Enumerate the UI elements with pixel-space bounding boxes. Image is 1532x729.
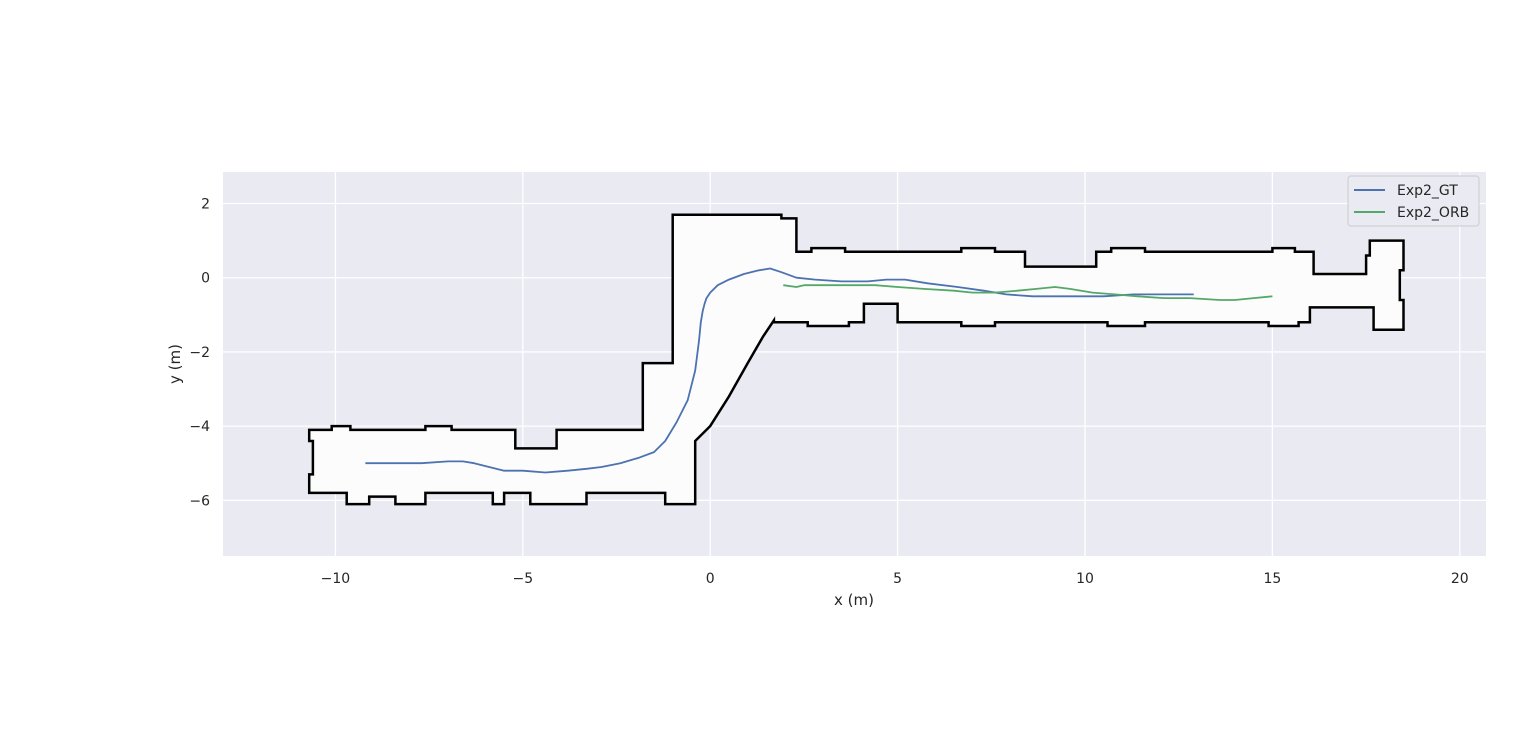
y-tick-label: −2	[189, 345, 210, 361]
map-layer	[307, 213, 1405, 506]
x-tick-label: 15	[1263, 571, 1281, 587]
x-tick-label: −10	[321, 571, 351, 587]
y-tick-label: −4	[189, 419, 210, 435]
y-axis-label: y (m)	[166, 344, 184, 384]
legend-label-orb: Exp2_ORB	[1397, 205, 1469, 221]
x-tick-labels: −10 −5 0 5 10 15 20	[321, 571, 1469, 587]
y-tick-labels: 2 0 −2 −4 −6	[189, 197, 210, 510]
legend-label-gt: Exp2_GT	[1397, 183, 1458, 199]
series-line-exp2-gt	[365, 267, 1194, 474]
y-tick-label: 0	[201, 271, 210, 287]
x-tick-label: −5	[513, 571, 534, 587]
x-tick-label: 10	[1076, 571, 1094, 587]
x-tick-label: 20	[1451, 571, 1469, 587]
x-axis-label: x (m)	[834, 591, 874, 609]
x-tick-label: 0	[706, 571, 715, 587]
series-layer	[365, 267, 1273, 474]
y-tick-label: 2	[201, 197, 210, 213]
y-tick-label: −6	[189, 493, 210, 509]
legend: Exp2_GT Exp2_ORB	[1347, 175, 1480, 227]
x-tick-label: 5	[893, 571, 902, 587]
legend-box	[1347, 175, 1480, 227]
map-outline	[307, 213, 1405, 506]
series-line-exp2-orb	[783, 284, 1273, 301]
